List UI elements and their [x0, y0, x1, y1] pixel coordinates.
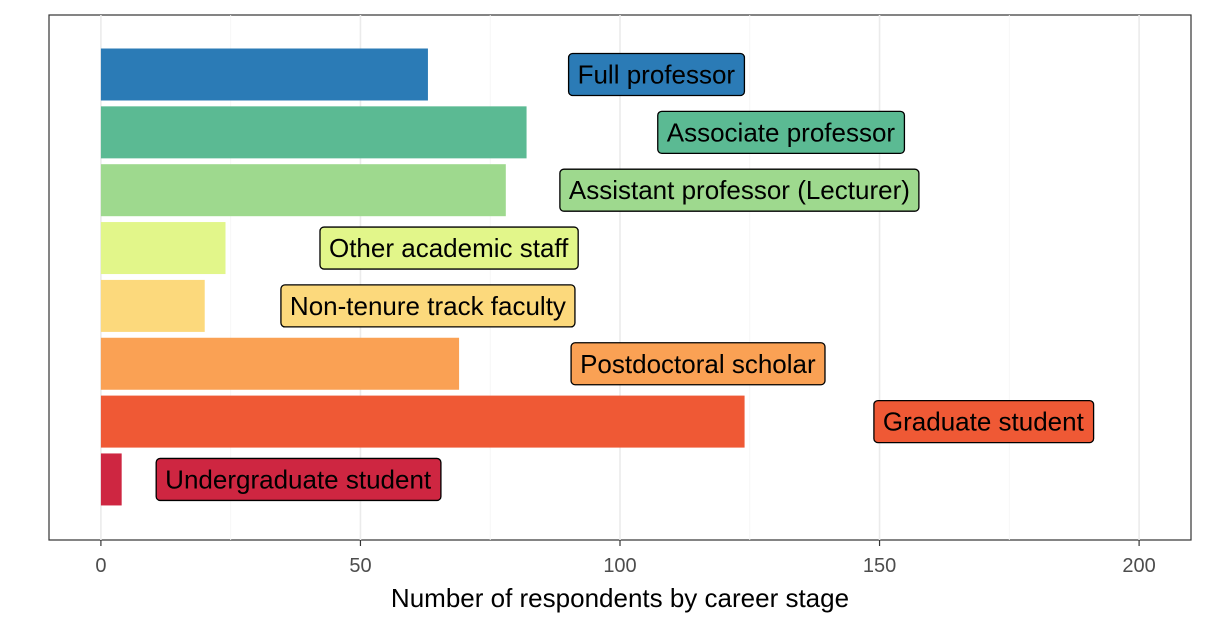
bar-label-box [873, 399, 1095, 444]
bar-label-box [319, 226, 579, 270]
bar-label: Undergraduate student [155, 457, 442, 502]
bar-label: Assistant professor (Lecturer) [559, 168, 920, 212]
x-tick-label: 50 [349, 555, 371, 577]
bar-label-text: Undergraduate student [165, 464, 432, 494]
bar [100, 395, 745, 448]
bar-labels: Full professor Associate professor Assista… [155, 52, 1095, 502]
x-axis-title: Number of respondents by career stage [391, 583, 849, 613]
gridlines [100, 15, 1140, 540]
bar-label-box [567, 52, 746, 97]
bar-label-box [657, 110, 906, 154]
bar-label: Postdoctoral scholar [570, 342, 826, 386]
bar-label: Other academic staff [319, 226, 579, 270]
x-tick-label: 0 [95, 555, 106, 577]
x-tick-label: 100 [603, 555, 636, 577]
bar-label: Non-tenure track faculty [280, 284, 576, 328]
bar [100, 279, 205, 332]
bar-label-text: Other academic staff [329, 233, 569, 263]
bar [100, 337, 460, 390]
x-tick-label: 200 [1122, 555, 1155, 577]
bar-label-text: Non-tenure track faculty [290, 291, 566, 321]
bar-label-box [559, 168, 920, 212]
bar-label: Full professor [567, 52, 746, 97]
bar-label: Graduate student [873, 399, 1095, 444]
bar-label: Associate professor [657, 110, 906, 154]
bar-label-text: Graduate student [883, 407, 1085, 437]
bar-label-text: Full professor [578, 60, 736, 90]
bar [100, 453, 122, 506]
x-tick-label: 150 [863, 555, 896, 577]
bars [100, 48, 745, 506]
bar-label-text: Postdoctoral scholar [580, 349, 816, 379]
x-axis: 0 50 100 150 200 [95, 540, 1156, 577]
bar-label-box [570, 342, 826, 386]
bar-label-box [280, 284, 576, 328]
bar-label-text: Associate professor [667, 117, 896, 147]
bar [100, 222, 226, 275]
bar [100, 164, 506, 217]
bar-label-box [155, 457, 442, 502]
bar [100, 106, 527, 159]
bar [100, 48, 428, 101]
bar-label-text: Assistant professor (Lecturer) [569, 175, 910, 205]
